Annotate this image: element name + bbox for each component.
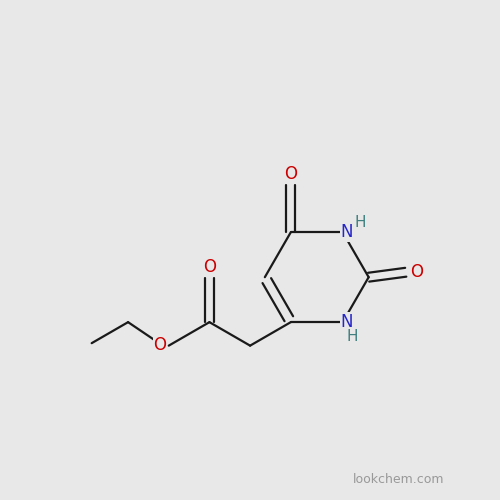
Text: N: N xyxy=(340,313,353,331)
Text: O: O xyxy=(410,263,423,281)
Text: H: H xyxy=(347,328,358,344)
Text: O: O xyxy=(284,166,298,184)
Text: O: O xyxy=(154,336,166,353)
Text: N: N xyxy=(340,223,353,241)
Text: lookchem.com: lookchem.com xyxy=(352,474,444,486)
Text: H: H xyxy=(354,215,366,230)
Text: O: O xyxy=(203,258,216,276)
